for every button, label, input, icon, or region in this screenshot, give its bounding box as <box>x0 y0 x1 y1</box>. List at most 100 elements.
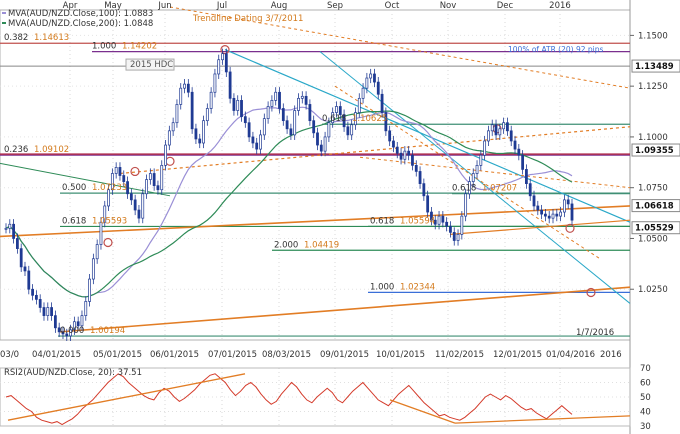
candle-body <box>23 266 27 272</box>
candle-body <box>46 307 50 316</box>
top-month-label: Aug <box>271 1 288 11</box>
trendline <box>119 126 631 175</box>
rsi-tick-label: 40 <box>640 408 651 418</box>
price-tick-label: 1.1500 <box>638 31 668 41</box>
candle-body <box>403 150 407 160</box>
trendline-annotation: Trendline Dating 3/7/2011 <box>192 14 303 24</box>
x-date-label: 2016 <box>600 350 622 360</box>
candle-body <box>69 329 72 337</box>
candle-body <box>559 211 562 217</box>
candle-body <box>152 173 156 187</box>
candle-body <box>411 154 414 166</box>
fib-ratio-label: 0.618 <box>452 184 476 194</box>
fib-ratio-label: 0.382 <box>4 33 28 43</box>
candle-body <box>312 120 316 134</box>
candle-body <box>285 120 289 130</box>
candle-body <box>205 108 209 122</box>
candle-body <box>502 122 506 130</box>
fib-ratio-label: 0.236 <box>4 145 28 155</box>
candle-body <box>373 73 376 83</box>
candle-body <box>12 223 15 239</box>
candle-body <box>338 106 342 115</box>
hdc-box <box>125 58 175 71</box>
trendline <box>224 49 631 223</box>
candle-body <box>122 175 126 182</box>
x-date-label: 11/02/2015 <box>435 350 484 360</box>
fib-ratio-label: 0.618 <box>322 114 346 124</box>
candle-body <box>361 87 365 99</box>
atr-annotation: 100% of ATR (20) 92 pips <box>508 45 603 54</box>
price-tag-label: 1.09355 <box>635 146 674 156</box>
highlight-circle <box>103 237 113 248</box>
candle-body <box>88 278 91 302</box>
top-month-label: May <box>104 1 122 11</box>
candle-body <box>327 122 331 138</box>
candle-body <box>19 248 23 268</box>
fib-price-label: 1.00194 <box>90 326 125 336</box>
fib-price-label: 1.09102 <box>34 145 69 155</box>
candle-body <box>114 167 118 174</box>
candle-body <box>350 124 354 136</box>
candle-body <box>566 199 570 205</box>
candle-body <box>156 185 160 191</box>
x-date-label: 10/01/2015 <box>376 350 425 360</box>
candle-body <box>544 213 547 217</box>
candle-body <box>437 215 441 225</box>
candle-body <box>433 219 437 225</box>
trendline <box>0 205 631 238</box>
candle-body <box>190 91 194 130</box>
candle-body <box>380 93 384 113</box>
candle-body <box>528 183 532 197</box>
candle-body <box>270 100 274 107</box>
candle-body <box>27 270 31 290</box>
fib-ratio-label: 2.000 <box>274 240 298 250</box>
price-tag-box <box>631 221 680 235</box>
price-tick-label: 1.0750 <box>638 184 668 194</box>
candle-body <box>255 142 259 150</box>
candle-body <box>53 315 57 329</box>
candle-body <box>175 104 179 124</box>
candle-body <box>80 315 84 327</box>
fib-price-label: 1.05594 <box>400 216 435 226</box>
candle-body <box>494 124 498 136</box>
candle-body <box>164 144 167 166</box>
rsi-trendline <box>389 399 456 424</box>
candle-body <box>414 165 418 172</box>
candle-body <box>422 183 426 197</box>
fib-ratio-label: 0.500 <box>62 183 86 193</box>
candle-body <box>308 104 312 122</box>
candle-body <box>369 73 373 79</box>
candle-body <box>34 294 38 300</box>
price-tag-label: 1.13489 <box>635 62 674 72</box>
candle-body <box>186 83 190 93</box>
candle-body <box>99 221 103 245</box>
fib-price-label: 1.14613 <box>34 33 69 43</box>
top-month-label: Nov <box>440 1 457 11</box>
candle-body <box>316 132 319 146</box>
x-date-label: 09/01/2015 <box>320 350 369 360</box>
fib-ratio-label: 0.000 <box>60 326 84 336</box>
price-tick-label: 1.1000 <box>638 133 668 143</box>
price-tick-label: 1.0500 <box>638 234 668 244</box>
candle-body <box>430 211 433 221</box>
candle-body <box>84 301 88 316</box>
candle-body <box>61 331 65 335</box>
highlight-circle <box>565 223 575 233</box>
x-date-label: 01/04/2016 <box>546 350 595 360</box>
candle-body <box>536 205 540 211</box>
candle-body <box>137 209 141 219</box>
price-tick-label: 1.1250 <box>638 82 668 92</box>
candle-body <box>464 193 468 217</box>
hdc-label: 2015 HDC <box>130 60 173 70</box>
candle-body <box>563 199 566 213</box>
candle-body <box>323 136 327 152</box>
highlight-circle <box>130 166 140 177</box>
candle-body <box>513 140 517 150</box>
x-date-label: 03/0 <box>0 350 19 360</box>
candle-body <box>262 118 266 136</box>
candle-body <box>76 321 80 327</box>
legend-entry: MVA(AUD/NZD.Close,100): 1.0883 <box>8 9 153 19</box>
candle-body <box>445 221 449 227</box>
candle-body <box>57 327 61 333</box>
